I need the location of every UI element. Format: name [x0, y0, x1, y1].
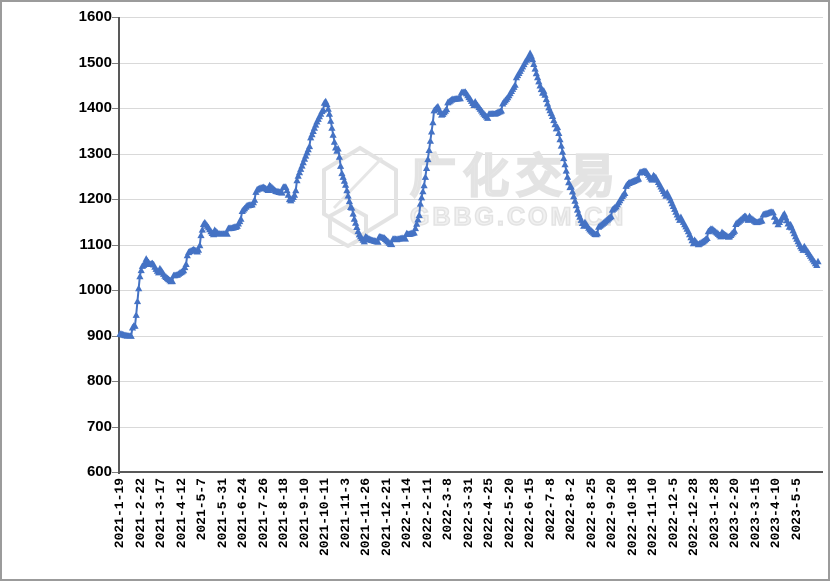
y-axis-label: 700 [86, 417, 112, 435]
x-axis-line [118, 471, 824, 473]
gridline [118, 244, 824, 246]
y-axis-tick [112, 335, 118, 337]
y-axis-tick [112, 244, 118, 246]
y-axis-label: 800 [86, 372, 112, 389]
y-axis-label: 1000 [78, 281, 112, 298]
gridline [118, 290, 824, 291]
y-axis-label: 1100 [79, 235, 112, 253]
gridline [118, 199, 824, 200]
gridline [118, 426, 824, 428]
y-axis-line [118, 17, 120, 474]
y-axis-tick [112, 472, 118, 473]
gridline [118, 335, 824, 337]
gridline [118, 17, 824, 18]
y-axis-tick [112, 108, 118, 109]
y-axis-tick [112, 153, 118, 155]
y-axis-label: 1500 [78, 53, 112, 71]
y-axis-tick [112, 62, 118, 64]
y-axis-label: 1400 [78, 99, 112, 116]
y-axis-label: 1200 [78, 190, 112, 207]
y-axis-label: 1300 [78, 144, 112, 162]
gridline [118, 381, 824, 382]
y-axis-tick [112, 17, 118, 18]
y-axis-label: 1600 [78, 8, 112, 25]
y-axis-tick [112, 290, 118, 291]
y-axis-label: 600 [86, 463, 112, 480]
gridline [118, 153, 824, 155]
gridline [118, 62, 824, 64]
y-axis-label: 900 [86, 326, 112, 344]
y-axis-tick [112, 381, 118, 382]
gridline [118, 108, 824, 109]
series-triangle-markers [116, 49, 822, 339]
y-axis-tick [112, 426, 118, 428]
y-axis-tick [112, 199, 118, 200]
